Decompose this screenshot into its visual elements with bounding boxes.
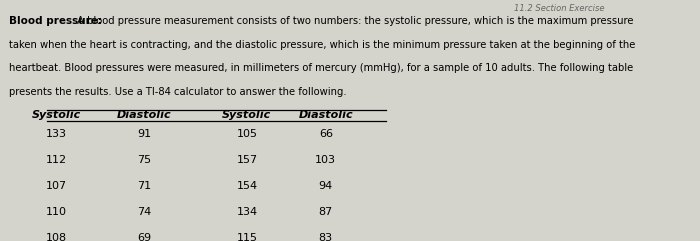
Text: 75: 75 — [136, 155, 151, 165]
Text: 11.2 Section Exercise: 11.2 Section Exercise — [514, 5, 605, 13]
Text: 91: 91 — [136, 129, 151, 140]
Text: Systolic: Systolic — [223, 110, 272, 120]
Text: Blood pressure:: Blood pressure: — [9, 16, 102, 26]
Text: Systolic: Systolic — [32, 110, 80, 120]
Text: 103: 103 — [315, 155, 336, 165]
Text: 107: 107 — [46, 181, 66, 191]
Text: 110: 110 — [46, 207, 66, 217]
Text: 133: 133 — [46, 129, 66, 140]
Text: Diastolic: Diastolic — [298, 110, 353, 120]
Text: 112: 112 — [46, 155, 66, 165]
Text: 115: 115 — [237, 233, 258, 241]
Text: A blood pressure measurement consists of two numbers: the systolic pressure, whi: A blood pressure measurement consists of… — [74, 16, 634, 26]
Text: 83: 83 — [318, 233, 332, 241]
Text: 157: 157 — [237, 155, 258, 165]
Text: 105: 105 — [237, 129, 258, 140]
Text: taken when the heart is contracting, and the diastolic pressure, which is the mi: taken when the heart is contracting, and… — [9, 40, 636, 50]
Text: Diastolic: Diastolic — [117, 110, 172, 120]
Text: 87: 87 — [318, 207, 333, 217]
Text: 71: 71 — [136, 181, 151, 191]
Text: 66: 66 — [318, 129, 332, 140]
Text: 134: 134 — [237, 207, 258, 217]
Text: presents the results. Use a TI-84 calculator to answer the following.: presents the results. Use a TI-84 calcul… — [9, 87, 347, 97]
Text: 74: 74 — [136, 207, 151, 217]
Text: 154: 154 — [237, 181, 258, 191]
Text: 108: 108 — [46, 233, 66, 241]
Text: 69: 69 — [136, 233, 151, 241]
Text: heartbeat. Blood pressures were measured, in millimeters of mercury (mmHg), for : heartbeat. Blood pressures were measured… — [9, 63, 634, 73]
Text: 94: 94 — [318, 181, 333, 191]
